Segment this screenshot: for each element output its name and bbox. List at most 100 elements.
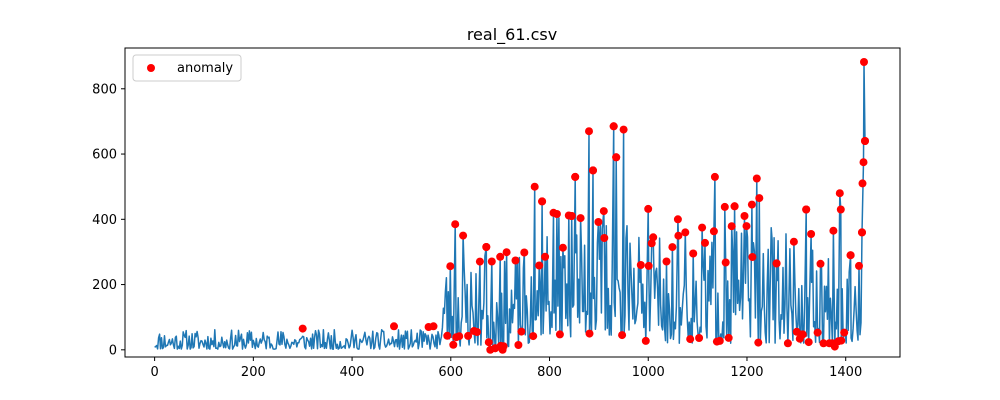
x-axis: 0 200 400 600 800 1000 1200 1400 xyxy=(150,357,862,380)
anomaly-point xyxy=(668,243,677,252)
anomaly-point xyxy=(443,331,452,340)
anomaly-point xyxy=(585,127,593,136)
anomaly-point xyxy=(482,243,491,251)
anomaly-point xyxy=(807,230,816,238)
anomaly-point xyxy=(860,58,868,66)
anomaly-point xyxy=(742,222,751,231)
anomaly-point xyxy=(511,256,520,265)
anomaly-point xyxy=(429,322,438,331)
anomaly-point xyxy=(636,261,645,269)
anomaly-point xyxy=(709,227,718,236)
x-tick-label: 1000 xyxy=(632,365,665,380)
anomaly-point xyxy=(555,330,564,339)
x-tick-label: 600 xyxy=(438,365,463,380)
anomaly-point xyxy=(558,243,567,252)
anomaly-point xyxy=(740,212,749,220)
anomaly-point xyxy=(491,344,500,353)
chart-title: real_61.csv xyxy=(467,25,557,45)
anomaly-point xyxy=(674,231,683,240)
anomaly-point xyxy=(390,322,398,331)
anomaly-point xyxy=(754,338,763,347)
anomaly-point xyxy=(837,336,846,345)
anomaly-point xyxy=(689,249,698,258)
anomaly-point xyxy=(464,331,473,340)
x-tick-label: 400 xyxy=(340,365,365,380)
anomaly-point xyxy=(589,166,597,175)
anomaly-point xyxy=(535,261,544,270)
anomaly-point xyxy=(819,339,828,348)
y-tick-label: 200 xyxy=(92,278,117,293)
y-axis: 0 200 400 600 800 xyxy=(92,82,125,358)
anomaly-point xyxy=(298,324,307,333)
anomaly-point xyxy=(541,252,550,261)
x-tick-label: 1400 xyxy=(829,365,862,380)
anomaly-point xyxy=(451,220,460,229)
anomaly-point xyxy=(502,248,511,257)
axes-frame xyxy=(124,47,901,358)
anomaly-point xyxy=(858,228,866,237)
anomaly-point xyxy=(721,258,730,267)
anomaly-point xyxy=(673,215,682,224)
anomaly-point xyxy=(520,248,529,257)
anomaly-point xyxy=(836,205,845,214)
anomaly-point xyxy=(600,234,609,242)
anomaly-point xyxy=(641,336,650,345)
anomaly-point xyxy=(829,226,838,235)
anomaly-point xyxy=(813,328,822,337)
y-tick-label: 800 xyxy=(92,82,117,97)
x-tick-label: 1200 xyxy=(730,365,763,380)
anomaly-point xyxy=(724,333,733,342)
anomaly-point xyxy=(816,259,825,268)
anomaly-point xyxy=(727,222,736,231)
anomaly-point xyxy=(475,257,484,266)
anomaly-point xyxy=(529,332,538,341)
anomaly-point xyxy=(747,200,756,209)
anomaly-point xyxy=(517,327,526,336)
anomaly-point xyxy=(498,345,507,354)
legend-box xyxy=(132,54,242,82)
anomaly-point xyxy=(585,329,594,338)
x-tick-label: 0 xyxy=(150,365,158,380)
anomaly-point xyxy=(701,238,709,247)
anomaly-point xyxy=(846,251,855,260)
anomaly-point xyxy=(484,338,493,347)
anomaly-point xyxy=(649,233,658,242)
anomaly-point xyxy=(514,341,523,349)
anomaly-point xyxy=(487,257,496,266)
anomaly-point xyxy=(772,259,781,268)
anomaly-point xyxy=(446,262,455,271)
y-tick-label: 0 xyxy=(109,343,117,358)
legend-label-anomaly: anomaly xyxy=(177,61,233,76)
anomaly-point xyxy=(840,328,849,337)
anomaly-point xyxy=(855,261,863,270)
anomaly-point xyxy=(748,253,757,261)
anomaly-point xyxy=(473,328,481,336)
anomaly-point xyxy=(612,153,621,162)
plot-area xyxy=(124,47,901,358)
anomaly-point xyxy=(609,122,618,131)
anomaly-point xyxy=(647,239,656,248)
anomaly-point xyxy=(792,327,801,336)
anomaly-point xyxy=(459,231,468,240)
anomaly-point xyxy=(662,257,671,266)
anomaly-point xyxy=(752,174,761,183)
anomaly-point xyxy=(686,335,695,344)
anomaly-point xyxy=(567,212,576,220)
anomaly-point xyxy=(449,340,458,349)
anomaly-point xyxy=(644,261,653,270)
y-tick-label: 400 xyxy=(92,213,117,228)
anomaly-point xyxy=(618,331,627,340)
anomaly-point xyxy=(695,334,704,342)
anomaly-point xyxy=(798,330,807,339)
anomaly-point xyxy=(496,252,505,261)
y-tick-label: 600 xyxy=(92,148,117,163)
anomaly-point xyxy=(830,342,839,351)
anomaly-point xyxy=(720,202,729,211)
anomaly-point xyxy=(594,218,603,226)
anomaly-point xyxy=(576,214,585,223)
anomaly-point xyxy=(835,189,844,198)
anomaly-point xyxy=(730,202,739,211)
anomaly-point xyxy=(804,338,813,347)
anomaly-point xyxy=(619,125,628,134)
